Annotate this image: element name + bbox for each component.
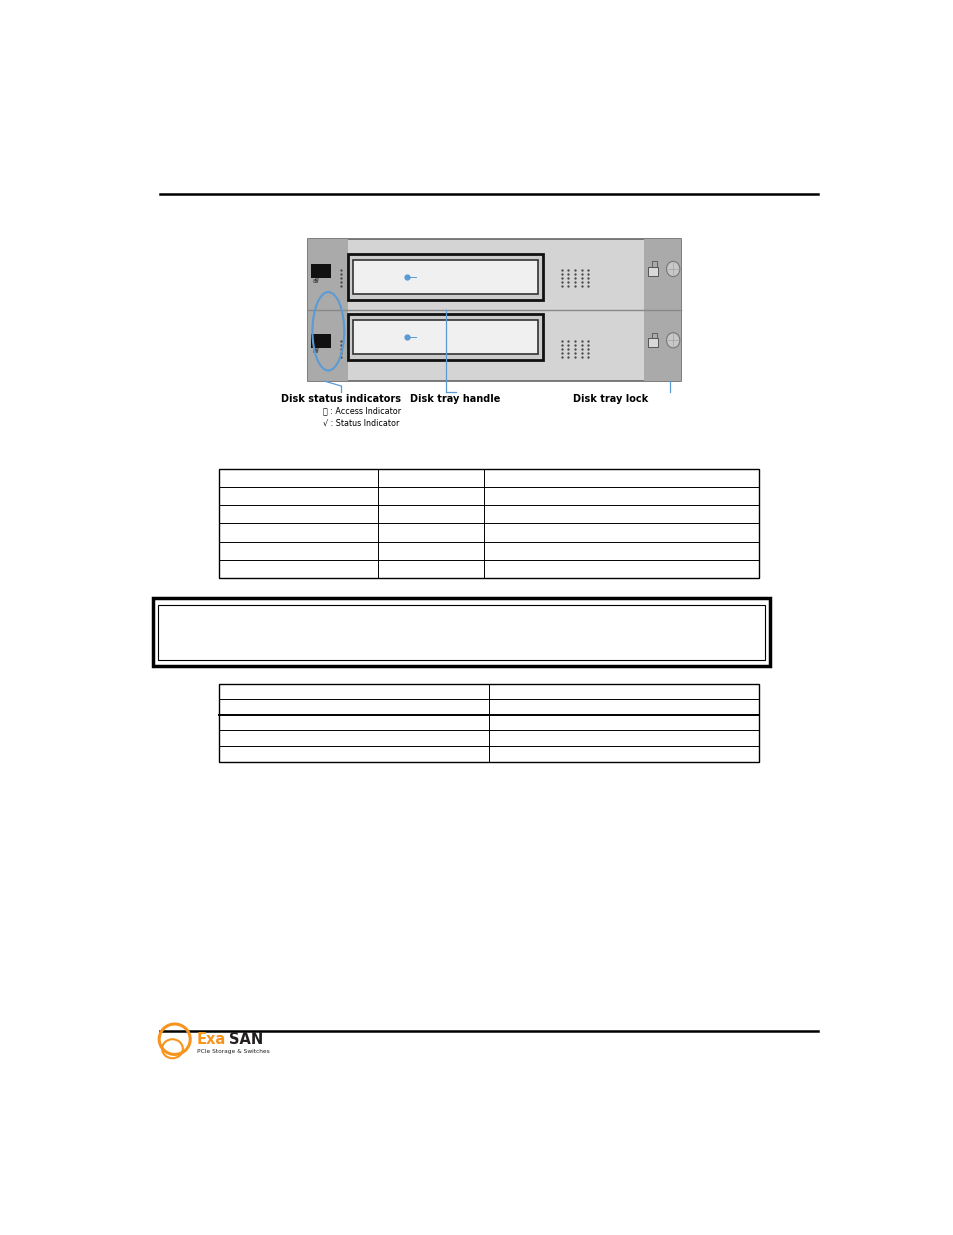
Text: √ : Status Indicator: √ : Status Indicator — [322, 419, 398, 427]
Bar — [311, 264, 331, 278]
Bar — [308, 238, 348, 382]
Text: Disk status indicators: Disk status indicators — [281, 394, 400, 404]
Bar — [219, 468, 758, 578]
Bar — [647, 338, 658, 347]
Text: Disk tray lock: Disk tray lock — [573, 394, 648, 404]
Text: Disk tray handle: Disk tray handle — [410, 394, 500, 404]
Bar — [348, 314, 542, 359]
Text: PCIe Storage & Switches: PCIe Storage & Switches — [196, 1049, 270, 1055]
Ellipse shape — [666, 262, 679, 277]
Bar — [152, 598, 769, 667]
Text: 8Ψ: 8Ψ — [313, 348, 319, 353]
Bar — [311, 335, 331, 348]
Text: Exa: Exa — [196, 1031, 226, 1047]
Text: SAN: SAN — [229, 1031, 263, 1047]
Text: 8Ψ: 8Ψ — [313, 279, 319, 284]
Bar — [219, 684, 758, 762]
Bar — [308, 238, 680, 382]
Bar — [353, 259, 537, 294]
Text: ⎕ : Access Indicator: ⎕ : Access Indicator — [322, 406, 400, 416]
Bar — [353, 320, 537, 354]
Bar — [643, 238, 680, 382]
Ellipse shape — [666, 332, 679, 348]
Bar — [348, 254, 542, 300]
Bar — [647, 267, 658, 275]
Bar — [157, 605, 764, 659]
